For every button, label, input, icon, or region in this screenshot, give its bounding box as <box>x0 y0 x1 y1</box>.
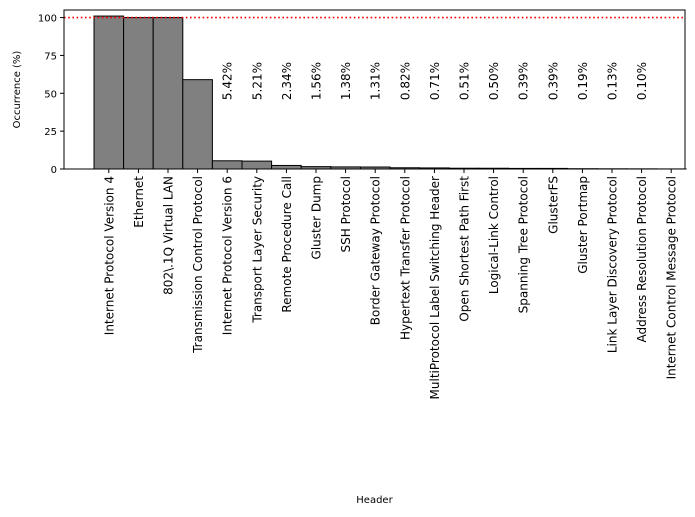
y-tick-label-3: 75 <box>44 51 57 62</box>
bar-5 <box>241 160 273 170</box>
x-tick-label-18: Address Resolution Protocol <box>635 176 649 342</box>
x-tick-label-6: Remote Procedure Call <box>280 176 294 313</box>
x-axis-label: Header <box>356 495 393 506</box>
x-tick-label-11: MultiProtocol Label Switching Header <box>428 176 442 399</box>
data-label-11: 0.71% <box>428 62 442 100</box>
data-label-14: 0.39% <box>517 62 531 100</box>
bar-0 <box>93 15 125 170</box>
x-tick-label-10: Hypertext Transfer Protocol <box>398 176 412 340</box>
x-tick-label-9: Border Gateway Protocol <box>369 176 383 325</box>
data-label-16: 0.19% <box>576 62 590 100</box>
x-tick-label-3: Transmission Control Protocol <box>191 176 205 354</box>
x-tick-label-0: Internet Protocol Version 4 <box>102 176 116 335</box>
x-tick-label-2: 802\.1Q Virtual LAN <box>162 176 176 295</box>
bar-1 <box>123 17 154 170</box>
y-axis-label: Occurrence (%) <box>12 51 23 129</box>
x-tick-label-13: Logical-Link Control <box>487 176 501 294</box>
y-axis: 0 25 50 75 100 <box>38 14 64 176</box>
data-label-10: 0.82% <box>398 62 412 100</box>
data-label-8: 1.38% <box>339 62 353 100</box>
x-tick-label-8: SSH Protocol <box>339 176 353 252</box>
data-label-9: 1.31% <box>369 62 383 100</box>
x-axis: Internet Protocol Version 4 Ethernet 802\.… <box>102 169 679 399</box>
bar-3 <box>182 79 213 170</box>
data-label-17: 0.13% <box>606 62 620 100</box>
x-tick-label-17: Link Layer Discovery Protocol <box>606 176 620 353</box>
x-tick-label-5: Transport Layer Security <box>250 176 264 324</box>
x-tick-label-14: Spanning Tree Protocol <box>517 176 531 313</box>
data-label-18: 0.10% <box>635 62 649 100</box>
x-tick-label-1: Ethernet <box>132 176 146 228</box>
bar-2 <box>152 17 184 170</box>
x-tick-label-15: GlusterFS <box>546 176 560 234</box>
x-tick-label-4: Internet Protocol Version 6 <box>221 176 235 335</box>
plot-frame <box>63 9 686 170</box>
bar-6 <box>271 164 302 170</box>
data-labels-group: 5.42% 5.21% 2.34% 1.56% 1.38% 1.31% 0.82% 0.71%… <box>221 62 649 100</box>
y-tick-label-1: 25 <box>44 127 57 138</box>
data-label-6: 2.34% <box>280 62 294 100</box>
data-label-5: 5.21% <box>250 62 264 100</box>
x-tick-label-12: Open Shortest Path First <box>458 176 472 322</box>
data-label-13: 0.50% <box>487 62 501 100</box>
y-tick-label-2: 50 <box>44 89 57 100</box>
y-tick-label-4: 100 <box>38 14 57 25</box>
data-label-7: 1.56% <box>310 62 324 100</box>
y-tick-label-0: 0 <box>51 165 57 176</box>
data-label-12: 0.51% <box>458 62 472 100</box>
bars-group <box>93 15 687 170</box>
data-label-4: 5.42% <box>221 62 235 100</box>
x-tick-label-7: Gluster Dump <box>310 176 324 259</box>
x-tick-label-16: Gluster Portmap <box>576 176 590 274</box>
data-label-15: 0.39% <box>546 62 560 100</box>
x-tick-label-19: Internet Control Message Protocol <box>665 176 679 379</box>
bar-4 <box>211 160 243 170</box>
